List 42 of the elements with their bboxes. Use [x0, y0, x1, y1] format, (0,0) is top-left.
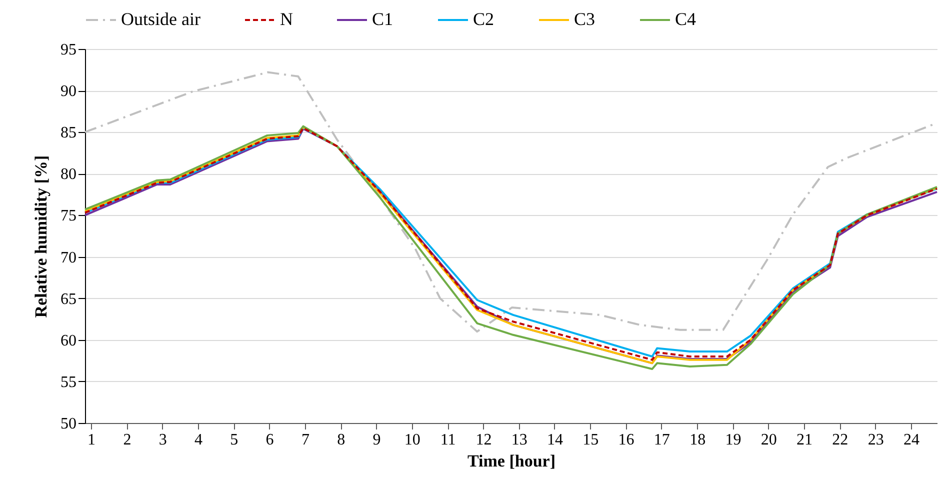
x-tick-label: 2	[123, 432, 132, 448]
x-tick-label: 24	[903, 432, 920, 448]
x-tick-label: 6	[266, 432, 274, 448]
x-tick-label: 3	[158, 432, 167, 448]
y-tick-label: 65	[60, 290, 76, 308]
legend-label: C4	[675, 9, 696, 29]
x-tick-label: 5	[230, 432, 238, 448]
legend-label: C3	[574, 9, 596, 29]
y-tick-label: 95	[60, 42, 76, 58]
y-tick-label: 60	[60, 332, 76, 350]
legend-label: C2	[473, 9, 494, 29]
y-tick-label: 80	[60, 166, 76, 184]
y-axis-title: Relative humidity [%]	[32, 155, 50, 318]
x-tick-label: 21	[796, 432, 813, 448]
x-tick-label: 18	[690, 432, 706, 448]
x-tick-label: 9	[372, 432, 381, 448]
x-tick-label: 1	[88, 432, 96, 448]
x-tick-label: 8	[337, 432, 346, 448]
x-tick-label: 23	[868, 432, 884, 448]
y-tick-label: 50	[60, 416, 76, 432]
legend-label: N	[280, 9, 293, 29]
x-tick-label: 4	[194, 432, 203, 448]
x-tick-label: 14	[546, 432, 563, 448]
x-tick-label: 22	[832, 432, 848, 448]
y-tick-label: 70	[60, 249, 76, 266]
x-tick-label: 19	[725, 432, 742, 448]
x-tick-label: 7	[301, 432, 310, 448]
x-tick-label: 17	[654, 432, 670, 448]
y-tick-label: 75	[60, 208, 76, 225]
legend-label: Outside air	[121, 9, 200, 29]
y-tick-label: 55	[60, 374, 76, 391]
x-tick-label: 11	[440, 432, 456, 448]
x-tick-label: 20	[760, 432, 777, 448]
y-tick-label: 90	[60, 83, 76, 100]
y-tick-label: 85	[60, 124, 76, 142]
x-tick-label: 12	[476, 432, 492, 448]
x-axis-title: Time [hour]	[468, 452, 556, 470]
x-tick-label: 16	[618, 432, 634, 448]
x-tick-label: 10	[404, 432, 420, 448]
x-tick-label: 15	[582, 432, 599, 448]
legend-label: C1	[372, 9, 394, 29]
x-tick-label: 13	[511, 432, 528, 448]
